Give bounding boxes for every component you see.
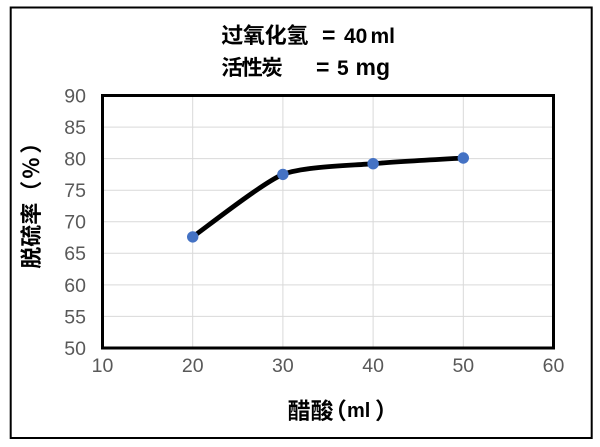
svg-text:60: 60 [543,355,565,377]
svg-text:75: 75 [64,180,86,202]
svg-text:40: 40 [344,25,367,48]
svg-text:20: 20 [182,355,204,377]
svg-text:10: 10 [92,355,114,377]
svg-text:ml: ml [347,400,370,422]
svg-text:5: 5 [337,57,349,80]
svg-text:60: 60 [64,275,86,297]
svg-text:85: 85 [64,117,86,139]
svg-text:50: 50 [64,338,86,360]
svg-text:70: 70 [64,212,86,234]
svg-text:=: = [322,22,335,48]
svg-text:50: 50 [452,355,474,377]
svg-text:ml: ml [371,25,396,48]
svg-text:55: 55 [64,306,86,328]
svg-text:mg: mg [356,54,391,80]
svg-text:40: 40 [362,355,384,377]
svg-text:90: 90 [64,85,86,107]
svg-text:65: 65 [64,243,86,265]
svg-text:80: 80 [64,149,86,171]
svg-text:=: = [316,54,329,80]
svg-text:30: 30 [272,355,294,377]
